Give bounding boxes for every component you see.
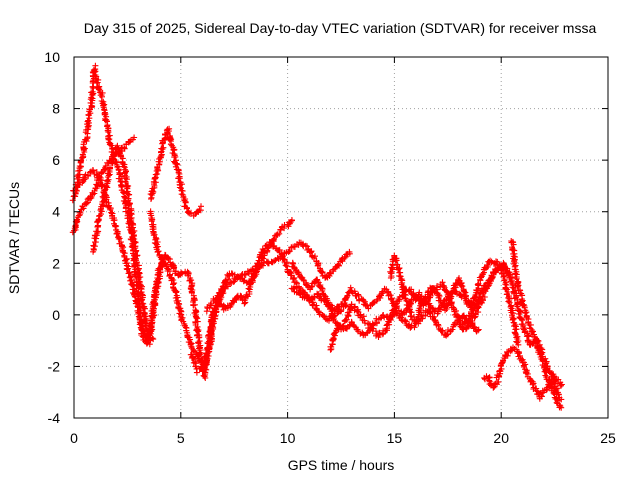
x-tick-label: 5 xyxy=(177,430,185,446)
plot-frame xyxy=(73,56,609,419)
plus-markers xyxy=(508,238,565,389)
series-trace-10 xyxy=(289,259,482,340)
y-tick-label: 2 xyxy=(52,255,60,271)
y-tick-label: 0 xyxy=(52,307,60,323)
x-axis-label: GPS time / hours xyxy=(288,457,395,473)
y-tick-label: -2 xyxy=(48,358,61,374)
series-trace-5 xyxy=(147,125,204,219)
series-trace-3 xyxy=(70,167,167,347)
x-tick-label: 25 xyxy=(600,430,616,446)
series-trace-15 xyxy=(508,238,565,389)
y-tick-label: -4 xyxy=(48,410,61,426)
y-tick-label: 10 xyxy=(44,49,60,65)
y-tick-label: 6 xyxy=(52,152,60,168)
y-tick-label: 8 xyxy=(52,101,60,117)
plus-markers xyxy=(90,142,157,346)
series-trace-13 xyxy=(456,259,565,411)
y-axis-label: SDTVAR / TECUs xyxy=(6,182,22,294)
data-series xyxy=(69,62,565,411)
plus-markers xyxy=(289,259,482,340)
x-tick-label: 0 xyxy=(70,430,78,446)
axis-ticks xyxy=(73,56,609,419)
plus-markers xyxy=(70,167,167,347)
x-tick-label: 20 xyxy=(493,430,509,446)
x-tick-label: 10 xyxy=(280,430,296,446)
chart-title: Day 315 of 2025, Sidereal Day-to-day VTE… xyxy=(84,20,597,36)
x-tick-label: 15 xyxy=(387,430,403,446)
plus-markers xyxy=(456,259,565,411)
plus-markers xyxy=(147,125,204,219)
y-tick-label: 4 xyxy=(52,204,60,220)
series-trace-4 xyxy=(90,142,157,346)
tick-labels: 0 5 10 15 20 25 -4 -2 0 2 4 6 8 10 xyxy=(44,49,616,446)
series-trace-8 xyxy=(203,239,353,315)
plus-markers xyxy=(203,239,353,315)
